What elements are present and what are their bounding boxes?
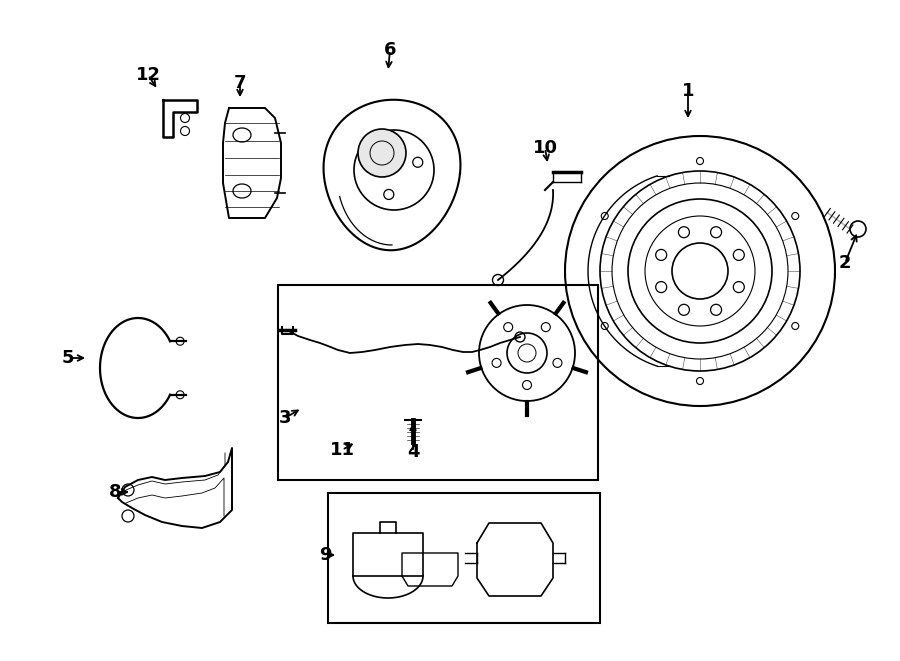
Text: 2: 2	[839, 254, 851, 272]
Text: 12: 12	[136, 66, 160, 84]
Text: 1: 1	[682, 82, 694, 100]
Text: 7: 7	[234, 74, 247, 92]
Text: 4: 4	[407, 443, 419, 461]
Circle shape	[358, 129, 406, 177]
Text: 11: 11	[329, 441, 355, 459]
Text: 9: 9	[319, 546, 331, 564]
Text: 10: 10	[533, 139, 557, 157]
Text: 5: 5	[62, 349, 74, 367]
Text: 6: 6	[383, 41, 396, 59]
Bar	[278, 285, 598, 480]
Text: 8: 8	[109, 483, 122, 501]
Bar	[328, 493, 600, 623]
Text: 3: 3	[279, 409, 292, 427]
